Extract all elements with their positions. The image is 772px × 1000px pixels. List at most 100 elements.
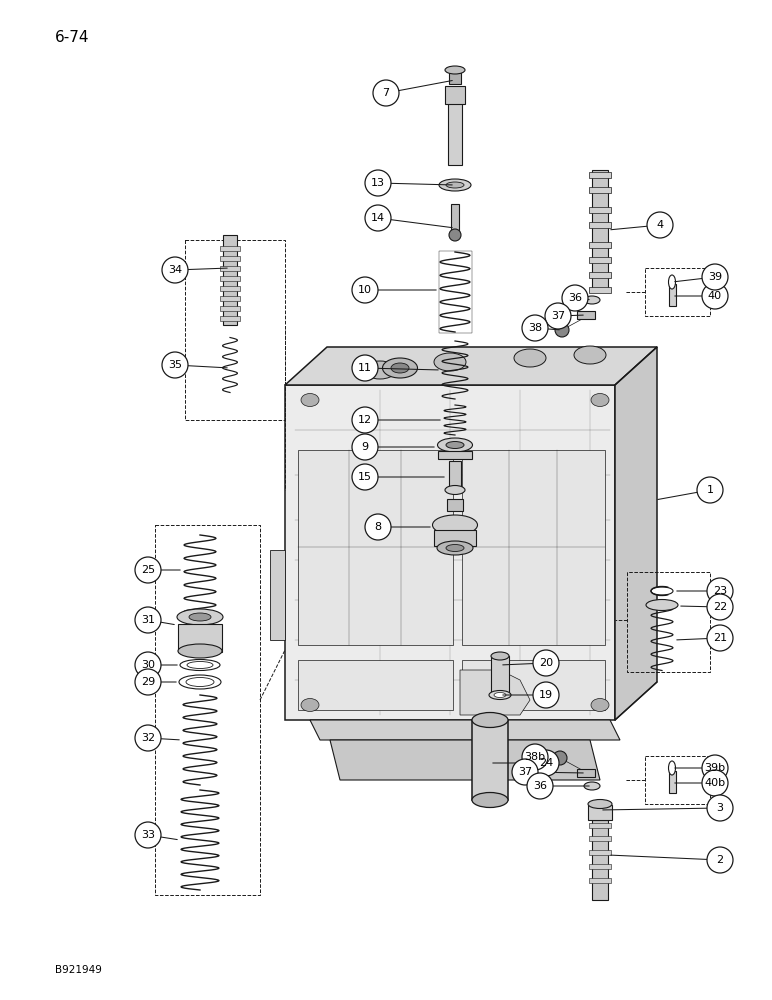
Circle shape bbox=[162, 352, 188, 378]
Text: 4: 4 bbox=[656, 220, 664, 230]
Ellipse shape bbox=[584, 296, 600, 304]
Polygon shape bbox=[460, 670, 530, 715]
Ellipse shape bbox=[494, 692, 506, 698]
Circle shape bbox=[352, 277, 378, 303]
Bar bbox=[462, 660, 605, 710]
Ellipse shape bbox=[491, 652, 509, 660]
Ellipse shape bbox=[591, 393, 609, 406]
Circle shape bbox=[562, 285, 588, 311]
Ellipse shape bbox=[179, 675, 221, 689]
Text: 39b: 39b bbox=[704, 763, 726, 773]
Circle shape bbox=[707, 795, 733, 821]
Bar bbox=[588, 804, 612, 820]
Bar bbox=[451, 204, 459, 232]
Text: 24: 24 bbox=[539, 758, 553, 768]
Bar bbox=[669, 284, 676, 306]
Text: 31: 31 bbox=[141, 615, 155, 625]
Ellipse shape bbox=[445, 66, 465, 74]
Polygon shape bbox=[285, 347, 657, 385]
Ellipse shape bbox=[445, 486, 465, 494]
Bar bbox=[449, 72, 461, 84]
Bar bbox=[223, 235, 237, 325]
Text: 22: 22 bbox=[713, 602, 727, 612]
Ellipse shape bbox=[382, 358, 418, 378]
Polygon shape bbox=[270, 550, 285, 640]
Bar bbox=[589, 222, 611, 228]
Circle shape bbox=[533, 750, 559, 776]
Ellipse shape bbox=[472, 712, 508, 728]
Bar bbox=[220, 255, 240, 260]
Circle shape bbox=[135, 725, 161, 751]
Bar bbox=[448, 95, 462, 165]
Circle shape bbox=[373, 80, 399, 106]
Ellipse shape bbox=[446, 544, 464, 552]
Text: 12: 12 bbox=[358, 415, 372, 425]
Bar bbox=[298, 660, 453, 710]
Circle shape bbox=[527, 773, 553, 799]
Text: 37: 37 bbox=[551, 311, 565, 321]
Text: 30: 30 bbox=[141, 660, 155, 670]
Bar bbox=[438, 451, 472, 459]
Text: 2: 2 bbox=[716, 855, 723, 865]
Ellipse shape bbox=[437, 541, 473, 555]
Circle shape bbox=[352, 434, 378, 460]
Circle shape bbox=[135, 607, 161, 633]
Polygon shape bbox=[285, 385, 615, 720]
Bar bbox=[434, 530, 476, 546]
Bar bbox=[491, 656, 509, 694]
Text: 23: 23 bbox=[713, 586, 727, 596]
Bar bbox=[220, 296, 240, 300]
Circle shape bbox=[135, 557, 161, 583]
Text: 14: 14 bbox=[371, 213, 385, 223]
Bar bbox=[449, 461, 461, 489]
Circle shape bbox=[512, 759, 538, 785]
Text: B921949: B921949 bbox=[55, 965, 102, 975]
Bar bbox=[589, 863, 611, 868]
Ellipse shape bbox=[646, 599, 678, 610]
Text: 20: 20 bbox=[539, 658, 553, 668]
Circle shape bbox=[522, 315, 548, 341]
Circle shape bbox=[352, 464, 378, 490]
Circle shape bbox=[702, 264, 728, 290]
Text: 13: 13 bbox=[371, 178, 385, 188]
Ellipse shape bbox=[588, 800, 612, 808]
Bar bbox=[178, 624, 222, 652]
Bar bbox=[589, 187, 611, 193]
Text: 25: 25 bbox=[141, 565, 155, 575]
Ellipse shape bbox=[189, 613, 211, 621]
Circle shape bbox=[365, 514, 391, 540]
Circle shape bbox=[352, 355, 378, 381]
Text: 21: 21 bbox=[713, 633, 727, 643]
Bar bbox=[589, 878, 611, 882]
Circle shape bbox=[533, 650, 559, 676]
Ellipse shape bbox=[584, 782, 600, 790]
Circle shape bbox=[707, 594, 733, 620]
Circle shape bbox=[707, 847, 733, 873]
Polygon shape bbox=[615, 347, 657, 720]
Circle shape bbox=[702, 770, 728, 796]
Bar bbox=[592, 170, 608, 290]
Circle shape bbox=[545, 303, 571, 329]
Text: 36: 36 bbox=[533, 781, 547, 791]
Ellipse shape bbox=[669, 761, 676, 775]
Bar bbox=[445, 86, 465, 104]
Text: 7: 7 bbox=[382, 88, 390, 98]
Text: 36: 36 bbox=[568, 293, 582, 303]
Ellipse shape bbox=[438, 438, 472, 452]
Bar bbox=[589, 287, 611, 293]
Text: 40b: 40b bbox=[704, 778, 726, 788]
Circle shape bbox=[135, 822, 161, 848]
Bar bbox=[438, 251, 472, 333]
Ellipse shape bbox=[514, 349, 546, 367]
Bar bbox=[589, 850, 611, 854]
Circle shape bbox=[707, 578, 733, 604]
Circle shape bbox=[135, 652, 161, 678]
Bar bbox=[220, 245, 240, 250]
Bar bbox=[589, 257, 611, 263]
Circle shape bbox=[702, 283, 728, 309]
Ellipse shape bbox=[449, 229, 461, 241]
Bar bbox=[577, 769, 595, 777]
Bar bbox=[220, 306, 240, 310]
Text: 1: 1 bbox=[706, 485, 713, 495]
Bar bbox=[472, 720, 508, 800]
